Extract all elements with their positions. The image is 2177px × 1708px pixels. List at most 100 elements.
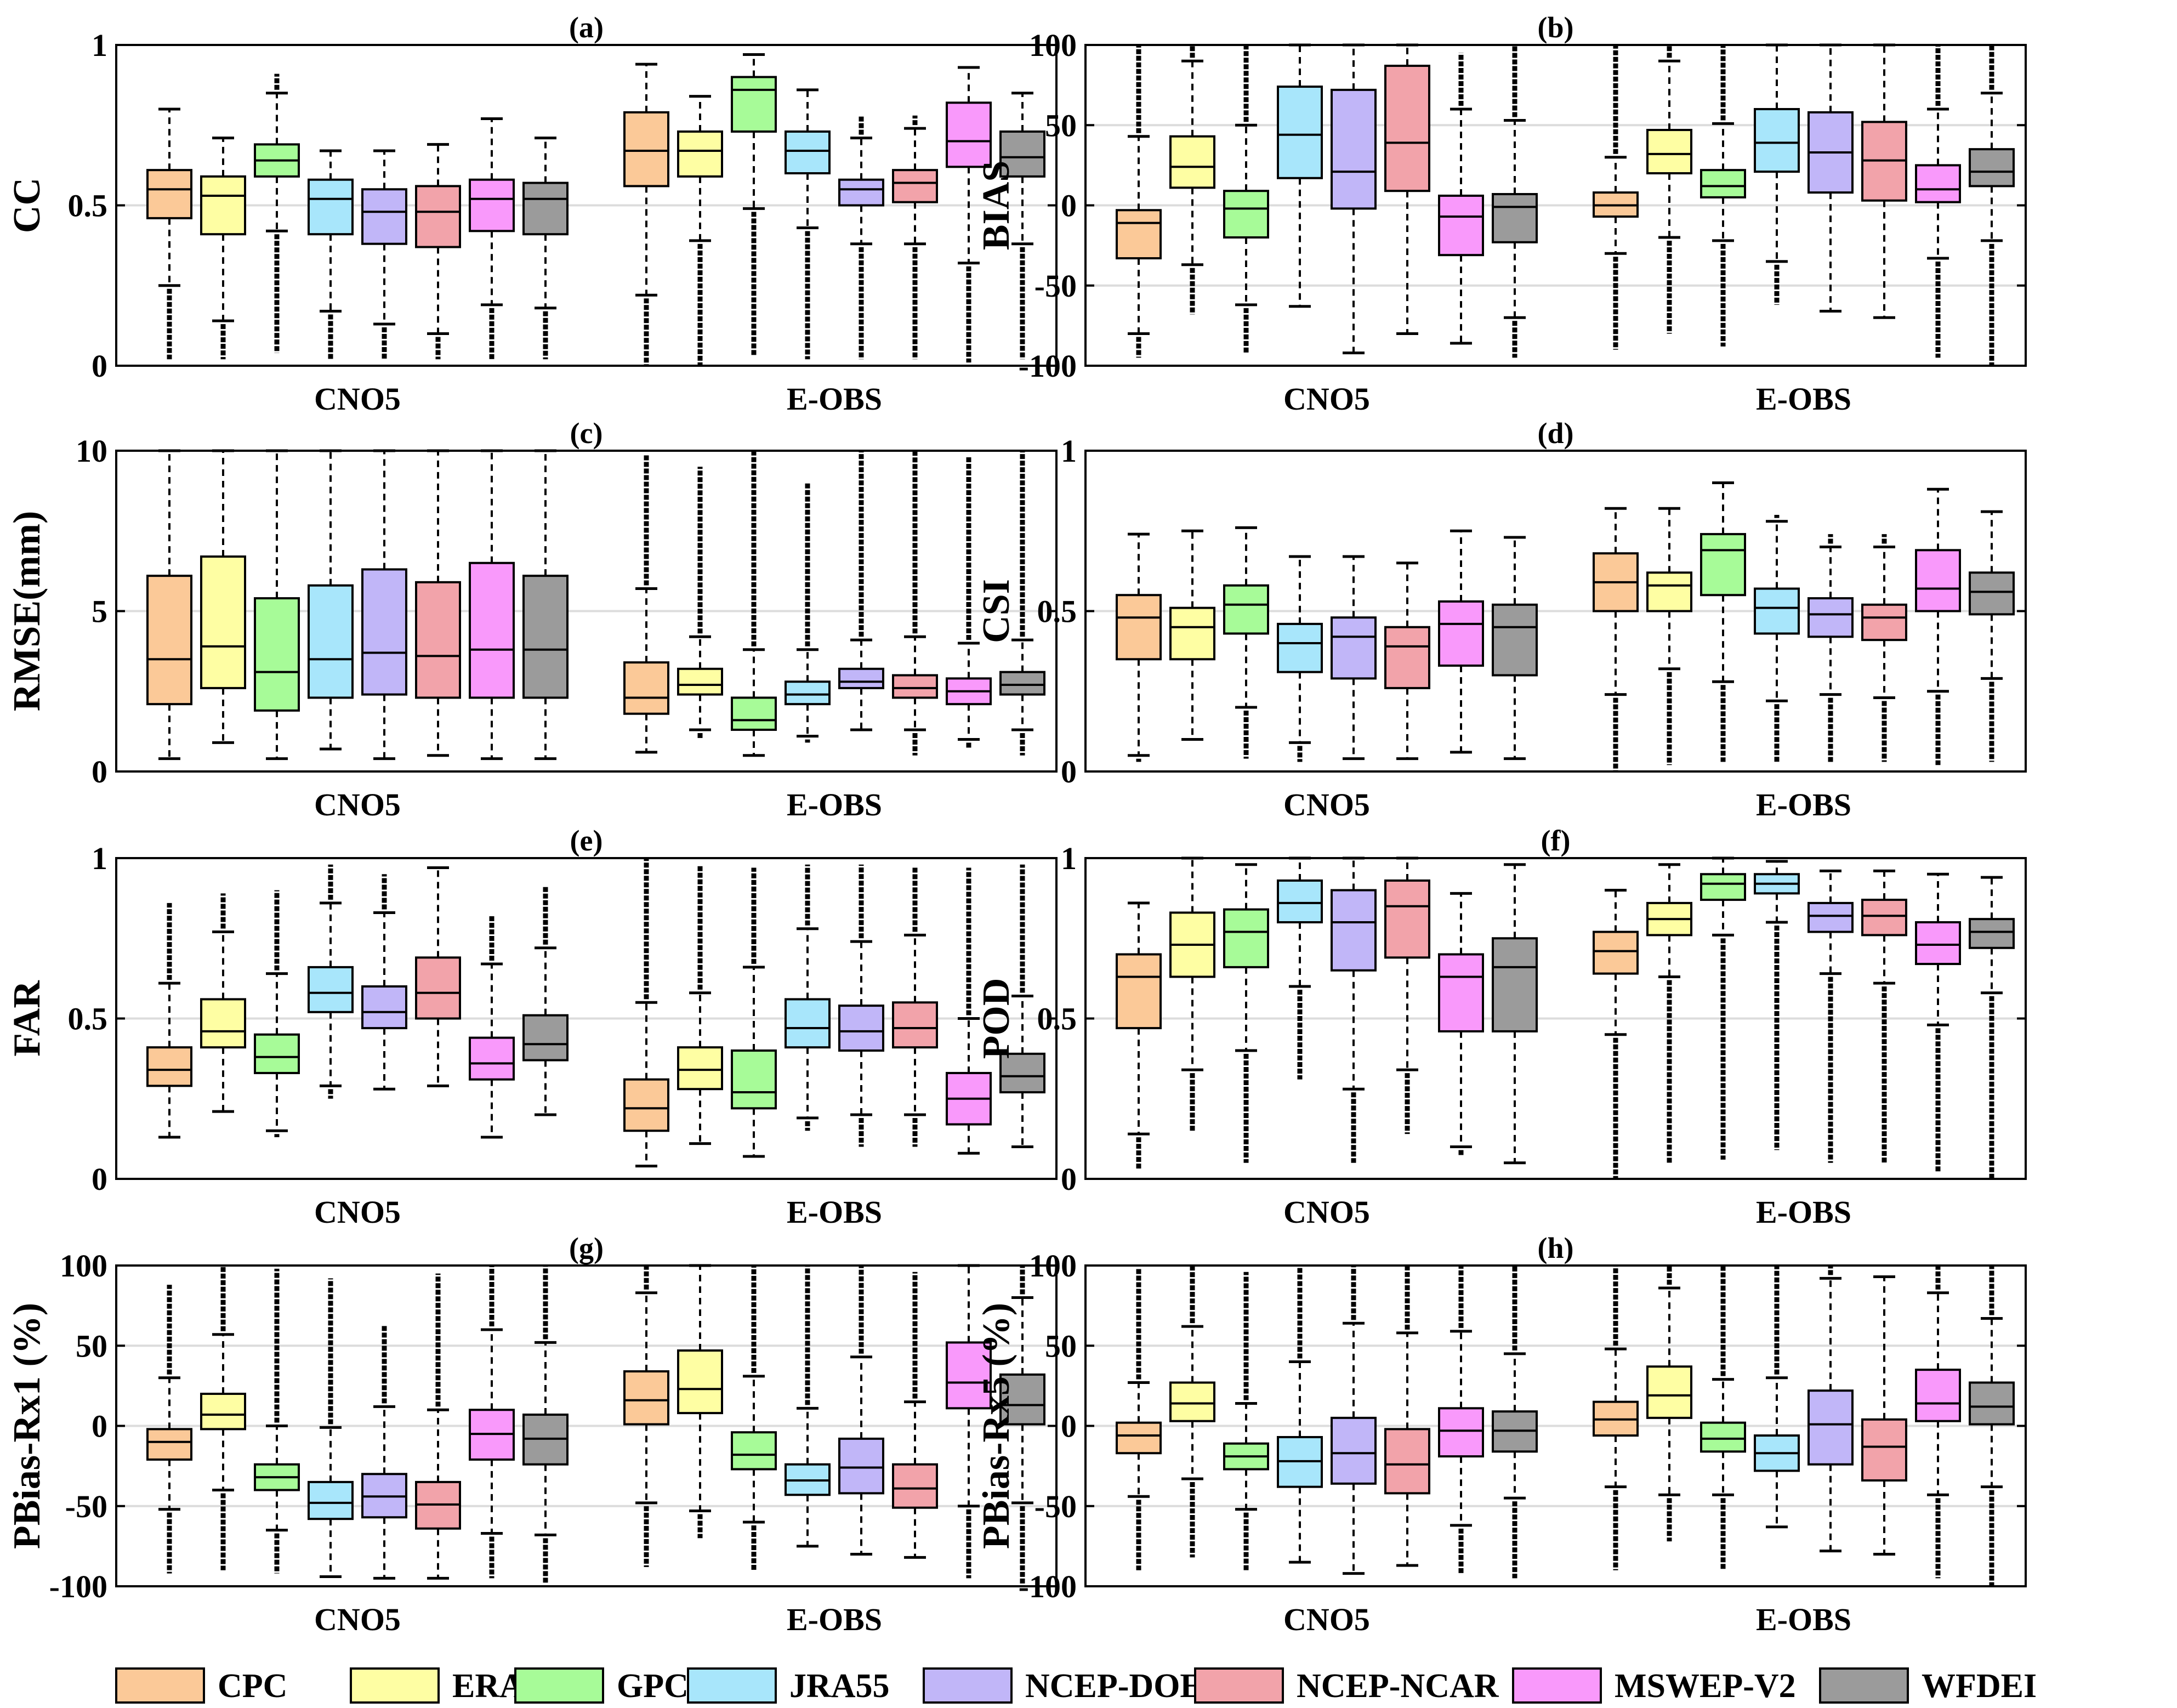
box-iqr: [1277, 622, 1323, 673]
ytick-label: 0.5: [68, 188, 108, 224]
box-gpcc-cno5: [1223, 863, 1269, 1163]
box-iqr: [146, 1428, 192, 1461]
box-iqr: [1700, 533, 1746, 597]
xtick-label: E-OBS: [787, 1194, 882, 1230]
box-iqr: [1384, 65, 1430, 192]
ytick-label: 0.5: [68, 1001, 108, 1037]
legend-label: CPC: [218, 1667, 287, 1705]
box-iqr: [838, 1437, 884, 1495]
box-wfdei-e-obs: [999, 451, 1045, 756]
box-era5-cno5: [200, 1266, 246, 1570]
ytick-label: 0: [92, 348, 107, 384]
box-ncep-ncar-e-obs: [892, 451, 938, 756]
box-ncep-doe-cno5: [1331, 43, 1377, 355]
legend-label: MSWEP-V2: [1615, 1667, 1796, 1705]
legend-item-wfdei: WFDEI: [1819, 1667, 2037, 1705]
ytick-label: 100: [60, 1248, 107, 1284]
ytick-label: 0: [92, 754, 107, 790]
box-cpc-cno5: [146, 1285, 192, 1574]
legend-swatch: [115, 1667, 205, 1704]
ytick-label: -100: [49, 1569, 107, 1604]
box-gpcc-cno5: [1223, 45, 1269, 353]
box-ncep-doe-cno5: [361, 874, 407, 1091]
ytick-label: 0: [1061, 1161, 1077, 1197]
box-cpc-e-obs: [623, 1266, 669, 1567]
legend-label: WFDEI: [1922, 1667, 2037, 1705]
legend-swatch: [1819, 1667, 1909, 1704]
box-iqr: [415, 581, 461, 699]
box-iqr: [1116, 1421, 1162, 1455]
box-iqr: [1169, 1381, 1215, 1422]
ytick-label: 0.5: [1037, 1001, 1077, 1037]
legend-label: NCEP-NCAR: [1297, 1667, 1499, 1705]
box-iqr: [785, 130, 831, 174]
box-wfdei-cno5: [522, 1266, 569, 1584]
box-ncep-doe-cno5: [361, 1325, 407, 1580]
box-iqr: [1807, 901, 1854, 933]
box-iqr: [1116, 953, 1162, 1030]
box-jra55-cno5: [1277, 1266, 1323, 1564]
box-jra55-e-obs: [785, 1266, 831, 1548]
xtick-label: E-OBS: [787, 787, 882, 822]
box-mswep-v2-e-obs: [946, 867, 992, 1155]
box-ncep-doe-cno5: [1331, 856, 1377, 1163]
box-wfdei-cno5: [522, 137, 569, 360]
box-iqr: [254, 597, 300, 712]
box-iqr: [677, 667, 723, 696]
panel-label: (d): [1538, 417, 1574, 450]
xtick-label: E-OBS: [787, 1602, 882, 1637]
xtick-label: CNO5: [1283, 381, 1370, 417]
box-era5-e-obs: [1646, 1266, 1692, 1542]
panel-f: 0 0.5 1 CNO5 E-OBS POD (f): [975, 824, 2027, 1230]
box-iqr: [1969, 918, 2015, 949]
box-iqr: [623, 1078, 669, 1132]
box-era5-cno5: [1169, 45, 1215, 315]
box-wfdei-cno5: [522, 887, 569, 1116]
panel-label: (b): [1538, 11, 1574, 44]
box-jra55-cno5: [308, 149, 354, 360]
legend-item-ncep-doe: NCEP-DOE: [923, 1667, 1203, 1705]
panel-label: (a): [569, 11, 604, 44]
box-iqr: [200, 555, 246, 689]
box-cpc-e-obs: [1593, 45, 1639, 350]
box-wfdei-cno5: [1492, 45, 1538, 358]
box-iqr: [1384, 1428, 1430, 1495]
box-iqr: [1223, 908, 1269, 968]
box-mswep-v2-cno5: [469, 1266, 515, 1579]
box-era5-cno5: [1169, 856, 1215, 1131]
box-gpcc-e-obs: [731, 53, 777, 356]
box-jra55-cno5: [308, 1278, 354, 1578]
box-iqr: [1331, 1416, 1377, 1485]
legend-item-gpcc: GPCC: [514, 1667, 713, 1705]
box-ncep-ncar-cno5: [415, 1273, 461, 1580]
box-cpc-cno5: [146, 903, 192, 1139]
box-iqr: [731, 696, 777, 731]
box-cpc-e-obs: [1593, 507, 1639, 771]
box-iqr: [1646, 571, 1692, 612]
xtick-label: CNO5: [314, 1602, 401, 1637]
box-iqr: [999, 1052, 1045, 1094]
box-wfdei-e-obs: [999, 92, 1045, 360]
box-mswep-v2-cno5: [469, 916, 515, 1139]
box-iqr: [677, 1349, 723, 1415]
box-cpc-cno5: [1116, 532, 1162, 762]
box-iqr: [1969, 148, 2015, 188]
box-iqr: [1492, 937, 1538, 1032]
box-gpcc-cno5: [1223, 1272, 1269, 1570]
box-iqr: [785, 680, 831, 706]
box-gpcc-e-obs: [1700, 45, 1746, 347]
box-gpcc-cno5: [254, 73, 300, 353]
box-iqr: [623, 1370, 669, 1426]
box-iqr: [361, 568, 407, 696]
box-era5-cno5: [1169, 529, 1215, 741]
box-iqr: [946, 101, 992, 168]
xtick-label: CNO5: [1283, 1602, 1370, 1637]
box-iqr: [731, 76, 777, 133]
box-iqr: [1492, 193, 1538, 243]
ytick-label: 0.5: [1037, 594, 1077, 629]
box-iqr: [1646, 1365, 1692, 1419]
legend-label: JRA55: [789, 1667, 890, 1705]
box-ncep-doe-e-obs: [1807, 869, 1854, 1163]
ytick-label: 50: [76, 1328, 107, 1364]
box-iqr: [1384, 879, 1430, 959]
